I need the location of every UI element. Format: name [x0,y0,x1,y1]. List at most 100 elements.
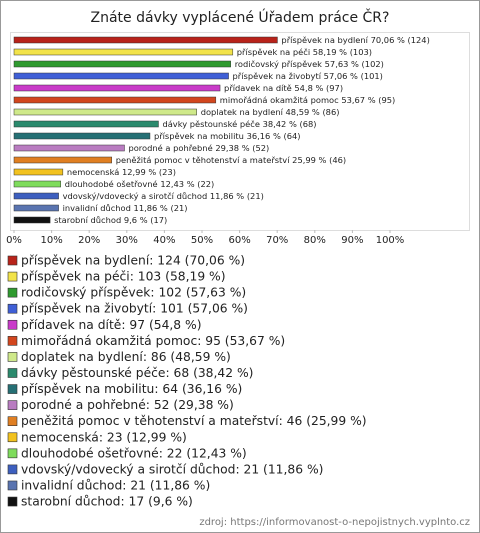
legend-swatch [7,416,18,427]
bar [13,108,197,116]
legend-label: příspěvek na živobytí: 101 (57,06 %) [21,302,248,316]
x-tick-label: 40% [153,235,175,246]
bar-label-category: invalidní důchod [63,203,131,213]
bar [13,132,151,140]
bar [13,72,229,80]
bar-label-value: 11,86 % (21) [210,191,264,201]
bar [13,168,64,176]
legend-swatch [7,480,18,491]
bar-label: dávky pěstounské péče 38,42 % (68) [162,119,316,129]
legend-label: příspěvek na péči: 103 (58,19 %) [21,270,226,284]
legend-swatch [7,432,18,443]
bar [13,36,278,44]
x-tick-label: 50% [191,235,213,246]
x-tick-label: 0% [6,235,22,246]
bar [13,120,159,128]
x-tick-label: 80% [304,235,326,246]
bar [13,60,231,68]
bar-label: peněžitá pomoc v těhotenství a mateřství… [116,155,346,165]
bar-label: invalidní důchod 11,86 % (21) [63,203,188,213]
chart-title: Znáte dávky vyplácené Úřadem práce ČR? [91,8,390,26]
legend-label: vdovský/vdovecký a sirotčí důchod: 21 (1… [21,462,323,476]
bar-label: vdovský/vdovecký a sirotčí důchod 11,86 … [63,191,264,201]
bar-label-category: doplatek na bydlení [201,107,284,117]
x-tick-label: 90% [341,235,363,246]
x-tick-label: 10% [40,235,62,246]
bar-label-category: příspěvek na péči [237,47,310,57]
bar-label-category: příspěvek na mobilitu [154,131,244,141]
x-tick-label: 60% [228,235,250,246]
legend-swatch [7,368,18,378]
bar-label-value: 48,59 % (86) [286,107,340,117]
legend-swatch [7,352,18,362]
legend-swatch [7,400,18,410]
bar-label-value: 25,99 % (46) [292,155,346,165]
bar [13,84,221,92]
legend-label: dávky pěstounské péče: 68 (38,42 %) [21,366,253,380]
bar-label-category: porodné a pohřebné [128,143,212,153]
legend-label: příspěvek na bydlení: 124 (70,06 %) [21,254,245,268]
bar-label: nemocenská 12,99 % (23) [67,167,176,177]
bar-label-category: přídavek na dítě [224,83,292,93]
bar-label-value: 57,06 % (101) [324,71,383,81]
bar-label-category: vdovský/vdovecký a sirotčí důchod [63,191,208,201]
legend-swatch [7,496,18,507]
legend-swatch [7,384,18,394]
x-tick-label: 70% [266,235,288,246]
bar-label-category: peněžitá pomoc v těhotenství a mateřství [116,155,290,165]
legend-label: nemocenská: 23 (12,99 %) [21,430,187,444]
bar-label-category: nemocenská [67,167,120,177]
legend-label: příspěvek na mobilitu: 64 (36,16 %) [21,382,242,396]
legend-label: mimořádná okamžitá pomoc: 95 (53,67 %) [21,334,285,348]
legend-label: starobní důchod: 17 (9,6 %) [21,495,193,509]
bar-label-value: 12,99 % (23) [122,167,176,177]
legend-label: dlouhodobé ošetřovné: 22 (12,43 %) [21,446,247,460]
legend-swatch [7,255,18,266]
legend-swatch [7,287,18,298]
bar-label: přídavek na dítě 54,8 % (97) [224,83,343,93]
x-tick-label: 100% [376,235,405,246]
bar-label-value: 58,19 % (103) [313,47,372,57]
bar-label: příspěvek na mobilitu 36,16 % (64) [154,131,301,141]
legend-swatch [7,464,18,475]
bar-label-category: rodičovský příspěvek [235,59,322,69]
legend-swatch [7,319,18,330]
bar-label-value: 36,16 % (64) [247,131,301,141]
x-tick-label: 30% [116,235,138,246]
bar [13,216,51,224]
legend-label: rodičovský příspěvek: 102 (57,63 %) [21,286,246,300]
bar-label-category: mimořádná okamžitá pomoc [220,95,339,105]
bar-label-value: 57,63 % (102) [325,59,384,69]
bar [13,144,125,152]
bar [13,180,61,188]
bar-label-value: 38,42 % (68) [263,119,317,129]
bar [13,96,217,104]
bar-label: rodičovský příspěvek 57,63 % (102) [235,59,384,69]
bar-label: příspěvek na bydlení 70,06 % (124) [281,35,429,45]
bar-label: porodné a pohřebné 29,38 % (52) [128,143,269,153]
legend-swatch [7,448,18,459]
x-tick-label: 20% [78,235,100,246]
legend-swatch [7,271,18,282]
bar [13,204,59,212]
bar-label: příspěvek na živobytí 57,06 % (101) [233,71,383,81]
legend-label: invalidní důchod: 21 (11,86 %) [21,478,210,492]
bar [13,48,234,56]
bar-label-value: 70,06 % (124) [371,35,430,45]
bar-label-category: dávky pěstounské péče [162,119,259,129]
bar-label-value: 29,38 % (52) [215,143,269,153]
bar [13,156,112,164]
bar-label-category: dlouhodobé ošetřovné [65,179,158,189]
bar-label: příspěvek na péči 58,19 % (103) [237,47,372,57]
bar-label-value: 53,67 % (95) [341,95,395,105]
bar-label: mimořádná okamžitá pomoc 53,67 % (95) [220,95,395,105]
source: zdroj: https://informovanost-o-nepojistn… [199,517,470,528]
bar-label-category: starobní důchod [54,215,121,225]
bar-label: doplatek na bydlení 48,59 % (86) [201,107,340,117]
bar-label: dlouhodobé ošetřovné 12,43 % (22) [65,179,215,189]
bar-label-category: příspěvek na bydlení [281,35,368,45]
legend-label: peněžitá pomoc v těhotenství a mateřství… [21,414,367,428]
bar-label-value: 54,8 % (97) [294,83,343,93]
bar-label-value: 9,6 % (17) [124,215,167,225]
